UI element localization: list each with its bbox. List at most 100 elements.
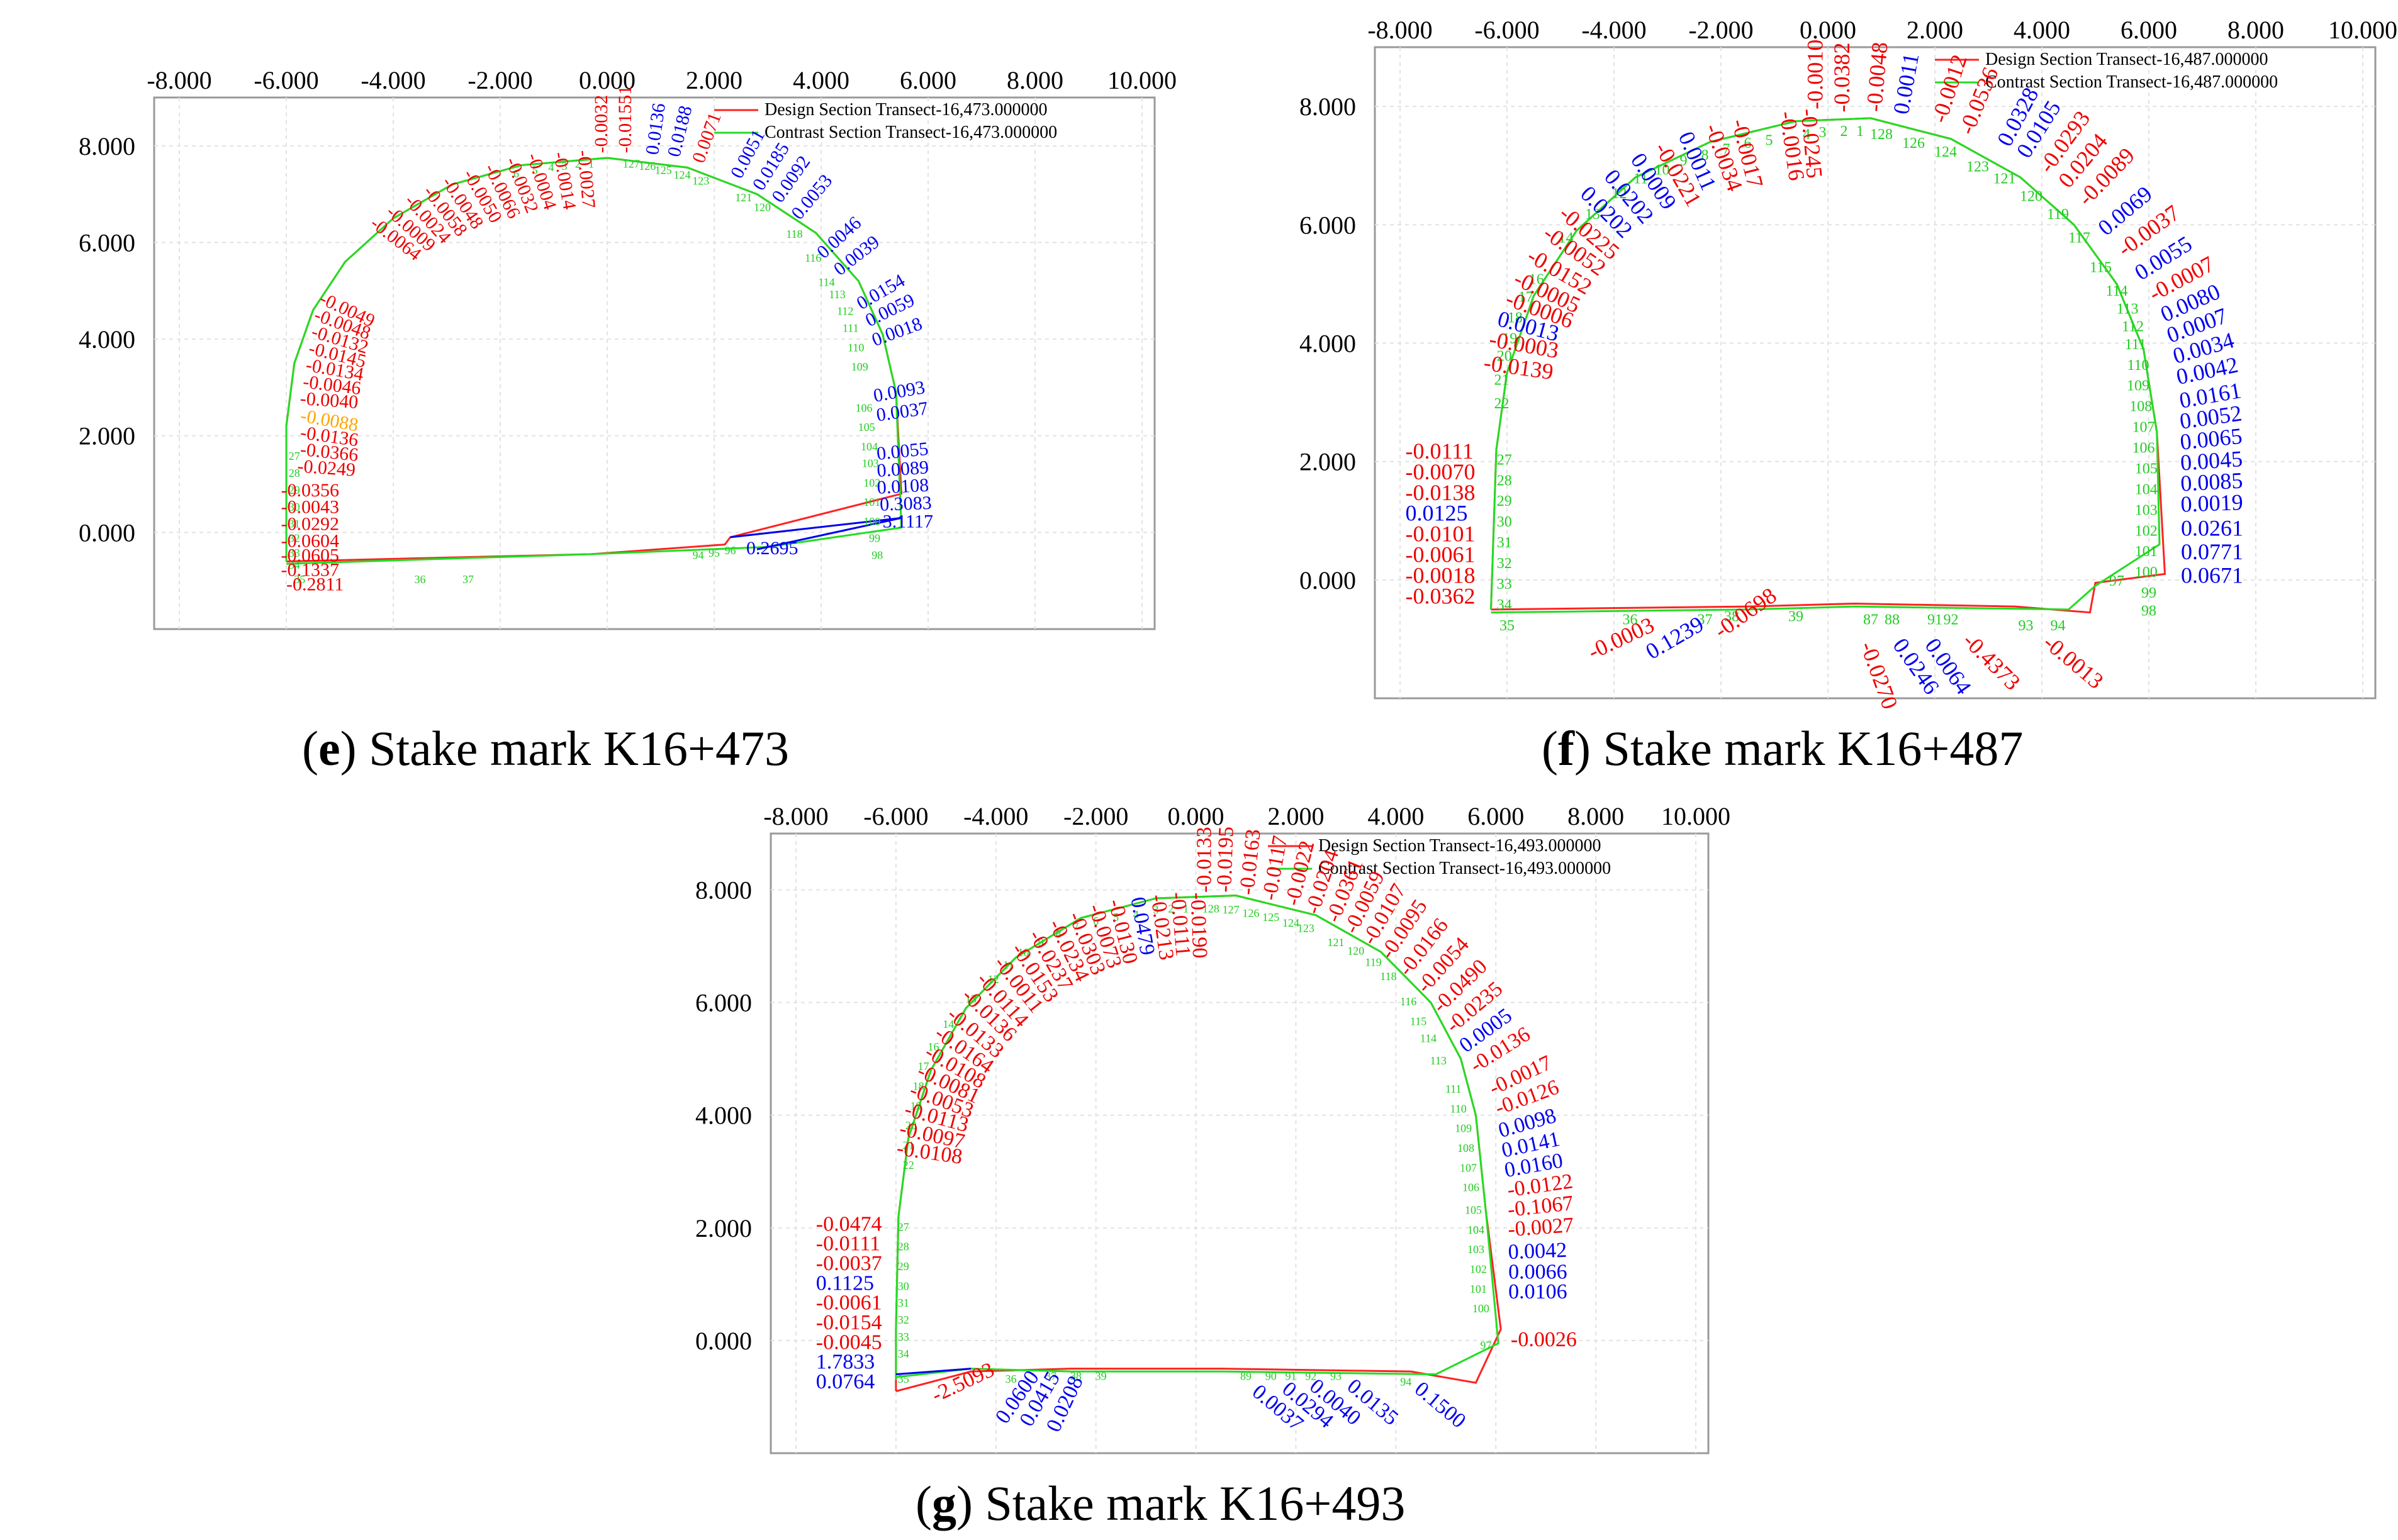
point-number-label: 110: [848, 341, 864, 354]
point-number-label: 27: [898, 1220, 909, 1233]
point-number-label: 94: [693, 549, 704, 562]
point-number-label: 118: [1380, 970, 1396, 983]
point-number-label: 28: [898, 1241, 909, 1253]
plot-frame: [153, 96, 1156, 630]
deviation-value-label: -0.0045: [816, 1331, 882, 1354]
point-number-label: 1: [588, 157, 594, 170]
plot-frame: [1374, 46, 2377, 700]
deviation-value-label: -0.0190: [1186, 892, 1212, 959]
point-number-label: 10: [1017, 946, 1029, 959]
point-number-label: 29: [289, 484, 300, 496]
point-number-label: 2: [1841, 123, 1848, 140]
point-number-label: 1: [1856, 123, 1864, 140]
point-number-label: 91: [1286, 1370, 1297, 1383]
point-number-label: 3: [1819, 125, 1827, 141]
point-number-label: 35: [898, 1373, 909, 1385]
point-number-label: 5: [532, 164, 538, 176]
deviation-value-label: -0.0040: [300, 388, 359, 413]
point-number-label: 108: [2129, 399, 2152, 415]
point-number-label: 105: [1465, 1203, 1482, 1216]
point-number-label: 37: [462, 573, 474, 586]
point-number-label: 110: [2127, 357, 2149, 374]
point-number-label: 32: [898, 1314, 909, 1326]
x-tick-label: 8.000: [2227, 16, 2284, 44]
legend-entry: Design Section Transect-16,487.000000: [1985, 50, 2268, 69]
point-number-label: 102: [2135, 523, 2158, 539]
legend-entry: Contrast Section Transect-16,473.000000: [765, 123, 1057, 142]
deviation-value-label: -0.0249: [297, 455, 357, 480]
y-tick-label: 8.000: [695, 876, 752, 905]
point-number-label: 115: [2090, 260, 2112, 276]
point-number-label: 127: [1223, 903, 1240, 916]
deviation-value-label: 0.0089: [876, 457, 929, 481]
y-tick-label: 2.000: [695, 1214, 752, 1242]
deviation-value-label: -0.0111: [1166, 891, 1195, 957]
deviation-value-label: -0.01551: [615, 86, 636, 153]
point-number-label: 125: [655, 164, 672, 176]
point-number-label: 116: [1400, 995, 1416, 1008]
point-number-label: 38: [1724, 609, 1739, 625]
point-number-label: 114: [1420, 1032, 1437, 1044]
deviation-value-label: -0.0474: [816, 1212, 882, 1236]
point-number-label: 33: [289, 547, 300, 559]
point-number-label: 125: [1262, 911, 1279, 923]
point-number-label: 111: [1445, 1083, 1462, 1095]
point-number-label: 88: [1885, 611, 1900, 628]
x-tick-label: -4.000: [361, 66, 425, 94]
caption-f: (f) Stake mark K16+487: [1542, 721, 2024, 776]
y-tick-label: 0.000: [695, 1327, 752, 1355]
section-chart-g: -8.000 -6.000 -4.000 -2.000 0.000 2.000 4.000 6…: [695, 802, 1730, 1454]
x-tick-label: 2.000: [1267, 802, 1324, 830]
point-number-label: 119: [1365, 956, 1381, 968]
point-number-label: 121: [1328, 936, 1345, 949]
point-number-label: 7: [1073, 920, 1079, 933]
point-number-label: 5: [1766, 132, 1773, 148]
point-number-label: 90: [1265, 1370, 1277, 1383]
point-number-label: 120: [2020, 189, 2042, 205]
section-chart-e: -8.000 -6.000 -4.000 -2.000 0.000 2.000 4.000 6…: [79, 66, 1177, 630]
legend-entry: Design Section Transect-16,493.000000: [1318, 836, 1601, 856]
point-number-label: 103: [862, 457, 879, 470]
point-number-label: 119: [2047, 206, 2069, 223]
point-number-label: 27: [1497, 452, 1512, 468]
point-number-label: 2: [1168, 902, 1174, 915]
deviation-value-label: -0.0605: [281, 545, 340, 566]
deviation-value-label: -0.0382: [1829, 43, 1854, 113]
point-number-label: 28: [1497, 472, 1512, 489]
point-number-label: 19: [1502, 330, 1517, 347]
point-number-label: 109: [1455, 1122, 1472, 1135]
deviation-value-label: 0.0771: [2181, 539, 2243, 564]
point-number-label: 27: [289, 450, 300, 462]
point-number-label: 37: [1698, 611, 1713, 628]
deviation-value-label: 0.0125: [1406, 501, 1468, 526]
point-number-label: 101: [2135, 544, 2158, 560]
deviation-value-label: 0.0042: [1508, 1239, 1567, 1264]
point-number-label: 92: [1305, 1370, 1316, 1383]
x-tick-label: 4.000: [1367, 802, 1424, 830]
point-number-label: 110: [1450, 1102, 1466, 1115]
point-number-label: 14: [943, 1018, 954, 1030]
x-tick-label: -8.000: [147, 66, 211, 94]
caption-text: Stake mark K16+487: [1603, 721, 2024, 776]
point-number-label: 126: [1242, 907, 1259, 920]
point-number-label: 99: [2141, 585, 2156, 601]
point-number-label: 108: [1457, 1142, 1474, 1154]
x-tick-label: 4.000: [793, 66, 849, 94]
point-number-label: 34: [289, 559, 300, 571]
x-tick-label: 6.000: [2121, 16, 2177, 44]
point-number-label: 36: [415, 573, 426, 586]
point-number-label: 100: [1472, 1302, 1489, 1315]
point-number-label: 96: [725, 544, 736, 557]
point-number-label: 38: [1070, 1370, 1082, 1383]
point-number-label: 22: [903, 1159, 914, 1171]
deviation-value-label: -0.0061: [1406, 542, 1476, 567]
x-tick-label: -4.000: [1581, 16, 1646, 44]
point-number-label: 30: [898, 1280, 909, 1292]
point-number-label: 2: [575, 157, 581, 170]
point-number-label: 114: [2105, 283, 2127, 299]
point-number-label: 32: [1497, 555, 1512, 572]
x-tick-label: -2.000: [468, 66, 532, 94]
caption-text: Stake mark K16+493: [985, 1476, 1406, 1531]
caption-e: (e) Stake mark K16+473: [302, 721, 789, 776]
point-number-label: 106: [856, 401, 873, 414]
